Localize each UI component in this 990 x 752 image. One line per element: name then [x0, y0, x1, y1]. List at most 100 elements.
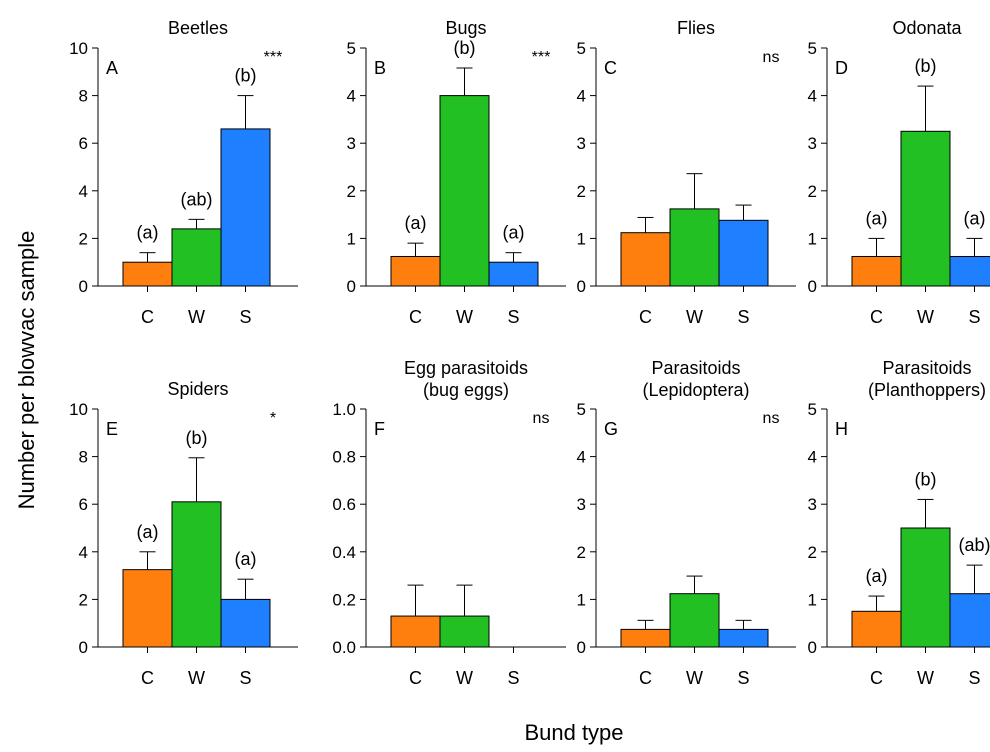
significance-mark: ***	[264, 49, 283, 66]
x-tick-label: C	[639, 307, 652, 327]
y-tick-label: 1	[347, 229, 356, 248]
y-tick-label: 4	[79, 543, 88, 562]
panel-F: 0.0 0.2 0.4 0.6 0.8 1.0 C W S Fns Egg parasitoids(…	[332, 358, 566, 688]
y-tick-label: 4	[347, 87, 356, 106]
significance-letter: (b)	[915, 56, 937, 76]
x-tick-label: W	[917, 307, 934, 327]
y-tick-label: 3	[577, 495, 586, 514]
y-tick-label: 5	[577, 39, 586, 58]
panel-title: Beetles	[168, 18, 228, 38]
y-tick-label: 8	[79, 448, 88, 467]
panel-H: 012345C(a)W(b)S(ab)H*Parasitoids(Plantho…	[808, 358, 990, 688]
y-tick-label: 0	[577, 638, 586, 657]
significance-letter: (a)	[866, 566, 888, 586]
x-tick-label: C	[141, 307, 154, 327]
significance-letter: (b)	[186, 428, 208, 448]
x-tick-label: S	[968, 307, 980, 327]
significance-letter: (a)	[964, 208, 986, 228]
y-tick-label: 2	[347, 182, 356, 201]
bar-W	[171, 228, 222, 287]
y-tick-label: 6	[79, 495, 88, 514]
bar-S	[949, 255, 990, 287]
bar-S	[718, 628, 769, 648]
y-tick-label: 0.8	[332, 448, 356, 467]
x-tick-label: C	[409, 307, 422, 327]
y-tick-label: 4	[808, 87, 817, 106]
panel-title: (Lepidoptera)	[642, 380, 749, 400]
y-tick-label: 2	[577, 182, 586, 201]
chart-panels: 0246810C(a)W(ab)S(b)A***Beetles012345C(a…	[69, 18, 990, 688]
y-tick-label: 0.4	[332, 543, 356, 562]
y-tick-label: 0	[347, 277, 356, 296]
bar-C	[851, 610, 902, 648]
panel-letter: D	[835, 58, 848, 78]
panel-title: Egg parasitoids	[404, 358, 528, 378]
bar-W	[669, 593, 720, 648]
panel-title: Bugs	[445, 18, 486, 38]
y-tick-label: 3	[577, 134, 586, 153]
x-tick-label: C	[870, 307, 883, 327]
y-tick-label: 8	[79, 87, 88, 106]
significance-letter: (a)	[235, 549, 257, 569]
panel-title: Parasitoids	[882, 358, 971, 378]
bar-C	[390, 255, 441, 287]
y-tick-label: 2	[808, 182, 817, 201]
panel-letter: G	[604, 419, 618, 439]
x-tick-label: C	[639, 668, 652, 688]
y-tick-label: 1	[577, 229, 586, 248]
bar-W	[900, 527, 951, 648]
panel-A: 0 2 4 6 8 10 C (a) W (ab) S (b) A *** Beetles	[69, 18, 298, 327]
y-tick-label: 2	[79, 590, 88, 609]
x-tick-label: C	[409, 668, 422, 688]
bar-S	[949, 593, 990, 648]
y-tick-label: 1	[577, 590, 586, 609]
y-tick-label: 0	[577, 277, 586, 296]
y-axis-label: Number per blowvac sample	[14, 231, 39, 510]
x-tick-label: W	[188, 307, 205, 327]
y-tick-label: 10	[69, 39, 88, 58]
bar-C	[122, 261, 173, 287]
x-tick-label: S	[968, 668, 980, 688]
x-tick-label: W	[456, 668, 473, 688]
panel-E: 0 2 4 6 8 10 C (a) W (b) S (a) E * Spiders	[69, 379, 298, 688]
bar-W	[439, 95, 490, 287]
significance-letter: (b)	[235, 66, 257, 86]
significance-mark: ns	[763, 410, 780, 427]
y-tick-label: 0.2	[332, 590, 356, 609]
panel-G: 0 1 2 3 4 5 C W S Gns Parasitoids(Lepidoptera)	[577, 358, 796, 688]
bar-C	[620, 628, 671, 648]
significance-letter: (a)	[137, 223, 159, 243]
panel-title: Flies	[677, 18, 715, 38]
bar-S	[718, 219, 769, 287]
y-tick-label: 4	[577, 448, 586, 467]
bar-W	[439, 615, 490, 648]
y-tick-label: 1	[808, 229, 817, 248]
x-axis-label: Bund type	[524, 720, 623, 745]
y-tick-label: 6	[79, 134, 88, 153]
panel-title: (bug eggs)	[423, 380, 509, 400]
significance-letter: (a)	[503, 223, 525, 243]
panel-letter: C	[604, 58, 617, 78]
bar-C	[390, 615, 441, 648]
panel-letter: E	[106, 419, 118, 439]
y-tick-label: 1	[808, 590, 817, 609]
y-tick-label: 5	[577, 400, 586, 419]
x-tick-label: W	[686, 668, 703, 688]
y-tick-label: 2	[808, 543, 817, 562]
y-tick-label: 0.0	[332, 638, 356, 657]
y-tick-label: 0	[79, 638, 88, 657]
panel-title: Parasitoids	[651, 358, 740, 378]
bar-S	[488, 261, 539, 287]
x-tick-label: S	[737, 307, 749, 327]
panel-letter: B	[374, 58, 386, 78]
x-tick-label: W	[686, 307, 703, 327]
panel-title: (Planthoppers)	[868, 380, 986, 400]
y-tick-label: 1.0	[332, 400, 356, 419]
x-tick-label: W	[917, 668, 934, 688]
bar-S	[220, 128, 271, 287]
y-tick-label: 0	[79, 277, 88, 296]
